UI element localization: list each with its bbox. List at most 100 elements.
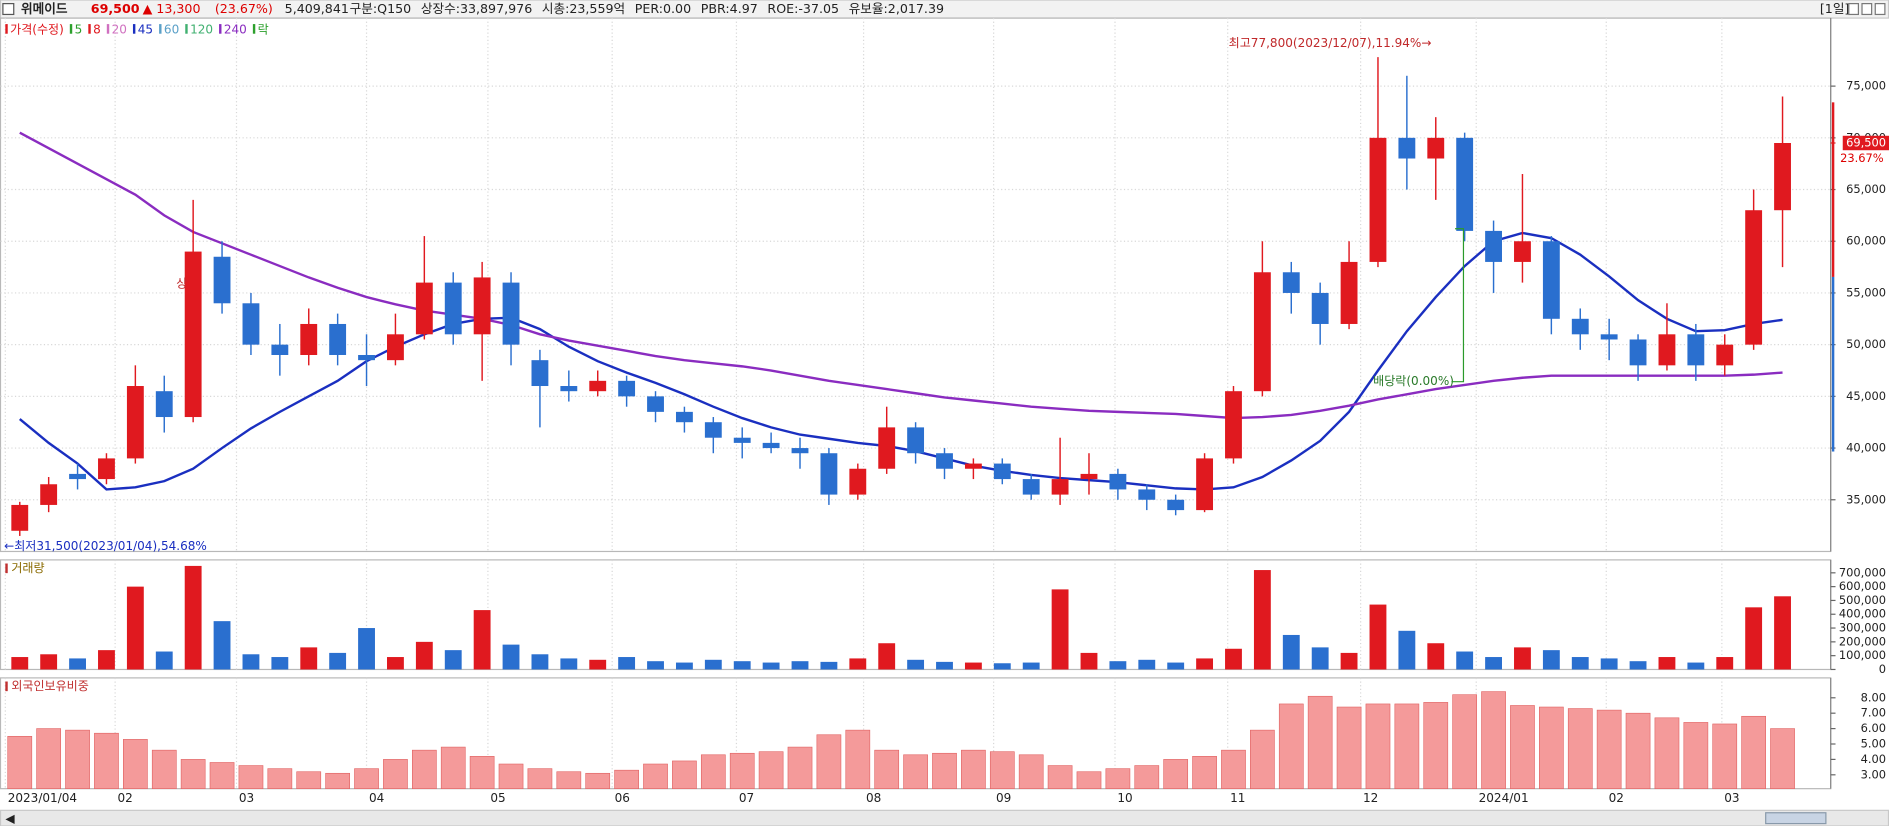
plot-area: 2023/01/04 02 03 04 05 06 07 08 09 10 11 12 2024/01 0… [0, 17, 1889, 805]
stock-price: 69,500 [91, 1, 140, 16]
window-button[interactable] [1861, 3, 1873, 16]
scroll-thumb[interactable] [1765, 812, 1827, 825]
bar [1221, 749, 1246, 789]
bar [1282, 634, 1300, 670]
y-tick-label: 600,000 [1839, 579, 1886, 593]
candle-body [1282, 272, 1300, 293]
bar [36, 728, 62, 789]
candle-body [1514, 241, 1531, 262]
annotation: 상 [176, 277, 187, 291]
candle-body [184, 251, 202, 418]
bar [267, 768, 293, 789]
scroll-left[interactable]: ◀ [5, 811, 15, 825]
bar [1427, 643, 1445, 670]
legend-swatch [159, 24, 162, 34]
legend-label: 5 [75, 23, 83, 37]
header-item: PBR:4.97 [701, 1, 758, 16]
candle-body [1311, 292, 1329, 324]
bar [903, 754, 928, 789]
candle-body [329, 323, 347, 355]
panel-title: 외국인보유비중 [11, 679, 88, 693]
x-tick-label: 02 [1609, 791, 1624, 805]
bar [762, 662, 780, 670]
bar [473, 610, 491, 670]
change-bar [1831, 276, 1835, 452]
bar [1076, 771, 1102, 789]
candle-body [704, 422, 722, 438]
candle-body [936, 453, 953, 469]
bar [874, 749, 900, 789]
scrollbar[interactable] [0, 809, 1889, 826]
bar [40, 654, 58, 670]
candle-body [40, 484, 58, 505]
x-tick-label: 06 [615, 791, 630, 805]
legend-label: 가격(수정) [10, 23, 64, 37]
bar [498, 763, 524, 789]
header-item: PER:0.00 [635, 1, 691, 16]
bar [1369, 604, 1387, 670]
window-button[interactable] [1848, 3, 1859, 16]
bar [1712, 723, 1738, 789]
bar [618, 657, 636, 670]
candle-body [1109, 473, 1127, 490]
panel-title: 거래량 [11, 561, 44, 575]
bar [1047, 765, 1073, 789]
candle-body [1340, 261, 1358, 324]
bar [1022, 662, 1040, 670]
bar [1514, 647, 1531, 670]
candle-body [560, 386, 578, 392]
candle-body [69, 473, 86, 480]
bar [1134, 765, 1160, 789]
candle-body [1138, 489, 1156, 500]
bar [729, 752, 755, 789]
bar [1542, 650, 1560, 670]
header-item: 상장수:33,897,976 [421, 1, 532, 16]
y-tick-label: 400,000 [1839, 607, 1886, 621]
candle-body [1022, 479, 1040, 495]
legend-swatch [69, 24, 73, 34]
candle-body [1051, 479, 1069, 495]
legend-swatch [5, 563, 8, 574]
bar [1311, 647, 1329, 670]
moving-average-line [19, 131, 1783, 420]
candle-body [155, 391, 173, 418]
legend-label: 8 [93, 23, 101, 37]
bar [383, 759, 408, 789]
bar [531, 654, 549, 670]
legend-label: 락 [258, 23, 269, 37]
candle-body [1369, 137, 1387, 262]
window-button[interactable] [1874, 3, 1886, 16]
bar [1336, 706, 1362, 789]
price-change: ▲ 13,300 [143, 1, 201, 16]
legend-swatch [185, 24, 188, 34]
bar [932, 752, 957, 789]
bar [1687, 662, 1705, 670]
bar [1250, 729, 1275, 789]
candle-body [300, 323, 318, 355]
legend-label: 240 [224, 23, 247, 37]
bar [126, 586, 144, 670]
legend-label: 20 [112, 23, 127, 37]
bar [1394, 703, 1420, 789]
candle-body [1167, 499, 1185, 511]
x-tick-label: 08 [866, 791, 881, 805]
y-tick-label: 8.00 [1861, 690, 1886, 704]
price-change-pct: (23.67%) [215, 1, 273, 16]
header-items: 구분:Q150 상장수:33,897,976 시총:23,559억 PER:0.00 P… [350, 1, 944, 16]
bar [589, 659, 607, 670]
bar [1398, 630, 1416, 670]
bar [1745, 607, 1763, 670]
bar [11, 657, 29, 670]
candle-body [849, 468, 867, 495]
bar [878, 643, 896, 670]
bar [444, 650, 462, 670]
bar [1481, 691, 1506, 789]
bar [469, 756, 495, 789]
bar [123, 739, 148, 789]
checkbox[interactable] [2, 3, 15, 16]
legend-label: 120 [190, 23, 213, 37]
period-button[interactable]: [1일] [1820, 1, 1850, 16]
legend-swatch [219, 24, 222, 34]
bar [271, 657, 289, 670]
y-tick-label: 5.00 [1861, 736, 1886, 750]
